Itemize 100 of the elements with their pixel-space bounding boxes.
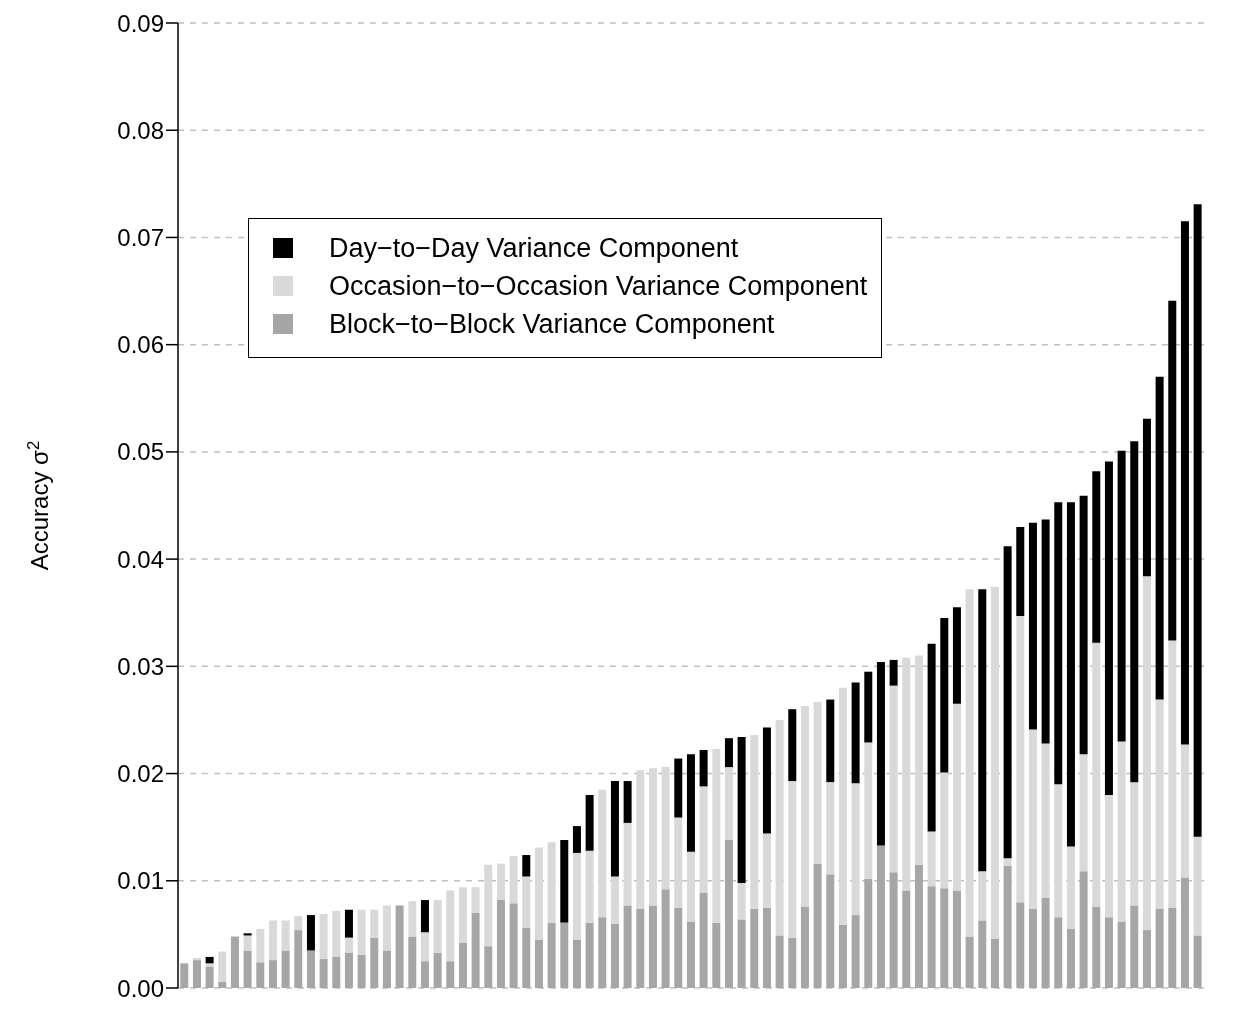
bar [686,851,695,922]
bar [357,954,366,988]
legend-label: Block−to−Block Variance Component [329,308,775,341]
bar [572,852,581,940]
bar [674,758,683,818]
bar [332,910,341,957]
bar [205,966,214,988]
y-tick-label: 0.01 [117,867,164,895]
bar [876,662,885,846]
bar [826,782,835,875]
bar [978,589,987,872]
bar [534,939,543,988]
bar [446,961,455,988]
bar [889,659,898,686]
bar [623,822,632,906]
bar [547,922,556,988]
bar [382,905,391,951]
bar [864,742,873,879]
bar [674,817,683,908]
y-tick-label: 0.02 [117,760,164,788]
bar [940,618,949,773]
bar [674,907,683,988]
y-tick-label: 0.09 [117,9,164,37]
bar [1054,917,1063,988]
bar [205,963,214,967]
bar [496,900,505,988]
bar [319,959,328,988]
bar [1003,865,1012,988]
bar [965,936,974,988]
bar [737,882,746,920]
bar [623,905,632,988]
bar [851,682,860,784]
bar [1066,929,1075,988]
bar [978,871,987,921]
bar [800,906,809,988]
bar [1092,642,1101,907]
legend-label: Day−to−Day Variance Component [329,232,739,265]
bar [864,671,873,743]
bar [408,901,417,937]
y-tick-label: 0.07 [117,223,164,251]
bar [775,935,784,988]
bar [1180,877,1189,988]
y-tick-label: 0.08 [117,116,164,144]
bar [762,907,771,988]
bar [547,842,556,923]
bar [1180,221,1189,745]
bar [1193,935,1202,988]
bar [1180,744,1189,878]
bar [1003,546,1012,859]
bar [978,920,987,988]
bar [522,927,531,988]
bar [1130,782,1139,906]
bar [762,833,771,908]
bar [762,727,771,834]
bar [230,936,239,988]
bar [712,748,721,923]
bar [484,946,493,988]
bar [648,768,657,906]
bar [1104,461,1113,795]
bar [1016,526,1025,616]
bar [1142,930,1151,988]
bar [775,719,784,936]
bar [1193,836,1202,936]
bar [965,589,974,937]
bar [256,929,265,963]
bar [1066,502,1075,847]
bar [902,890,911,988]
bar [724,738,733,768]
bar [1155,908,1164,988]
bar [420,900,429,933]
bar [294,916,303,931]
bar [889,872,898,988]
bar [370,937,379,988]
bar [572,826,581,853]
bar [572,939,581,988]
bar [458,942,467,988]
bar [243,935,252,951]
bar [927,886,936,988]
bar [1130,441,1139,783]
bar [952,607,961,704]
bar [1079,754,1088,872]
bar [1003,858,1012,866]
bar [534,847,543,940]
bar [889,685,898,873]
bar [902,657,911,891]
bar [484,864,493,947]
bar [243,950,252,988]
bar [927,643,936,832]
bar [610,781,619,877]
bar [1193,204,1202,837]
bar [509,903,518,988]
bar [940,888,949,988]
bar [1092,906,1101,988]
bar [281,920,290,951]
bar [952,890,961,988]
bar [636,908,645,988]
bar [281,950,290,988]
bar [1130,905,1139,988]
bar [408,936,417,988]
bar [1016,902,1025,988]
